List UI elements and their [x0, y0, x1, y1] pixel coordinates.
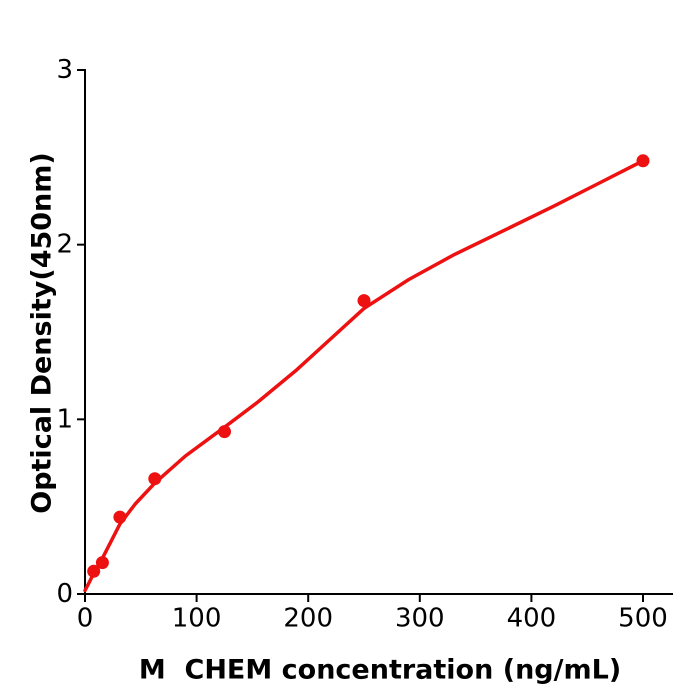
- x-tick-label: 100: [172, 603, 222, 633]
- fit-curve-group: [83, 159, 645, 593]
- data-point: [636, 154, 650, 168]
- x-tick-label: 300: [395, 603, 445, 633]
- x-tick-label: 500: [618, 603, 668, 633]
- y-axis-ticks: 0 1 2 3: [56, 55, 85, 609]
- data-point: [95, 556, 109, 570]
- data-point: [148, 472, 162, 486]
- data-point: [87, 564, 101, 578]
- x-axis-ticks: 0 100 200 300 400 500: [77, 594, 668, 633]
- data-points-group: [87, 154, 650, 578]
- fit-curve-line: [83, 159, 645, 593]
- y-tick-label: 2: [56, 230, 73, 260]
- data-point: [113, 510, 127, 524]
- y-tick-label: 0: [56, 579, 73, 609]
- x-tick-label: 200: [283, 603, 333, 633]
- x-tick-label: 0: [77, 603, 94, 633]
- y-tick-label: 1: [56, 404, 73, 434]
- y-tick-label: 3: [56, 55, 73, 85]
- data-point: [357, 294, 371, 308]
- data-point: [218, 425, 231, 439]
- x-axis-title: M CHEM concentration (ng/mL): [139, 655, 621, 686]
- x-tick-label: 400: [507, 603, 557, 633]
- y-axis-title: Optical Density(450nm): [27, 152, 58, 514]
